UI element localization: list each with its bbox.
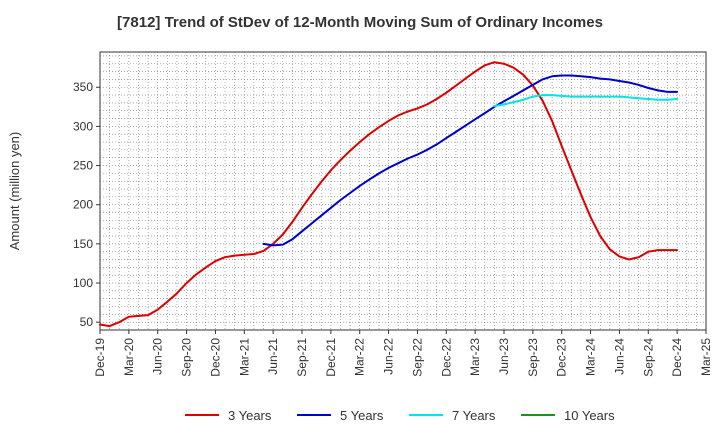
x-axis: Dec-19 Mar-20 Jun-20 Sep-20 Dec-20 Mar-21 Jun-… <box>93 330 713 377</box>
series-line-5-years <box>262 74 679 247</box>
x-tick-label: Mar-21 <box>237 338 251 376</box>
y-tick-label: 200 <box>73 198 93 212</box>
x-tick-label: Mar-23 <box>468 338 482 376</box>
x-tick-label: Jun-23 <box>497 338 511 375</box>
y-tick-label: 250 <box>73 159 93 173</box>
x-tick-label: Jun-22 <box>382 338 396 375</box>
grid-layer <box>100 52 706 330</box>
x-tick-label: Sep-23 <box>526 338 540 377</box>
legend-item: 3 Years <box>185 408 272 423</box>
x-tick-label: Sep-20 <box>180 338 194 377</box>
x-tick-label: Dec-22 <box>439 338 453 377</box>
x-tick-label: Jun-20 <box>151 338 165 375</box>
y-tick-label: 150 <box>73 237 93 251</box>
y-tick-label: 350 <box>73 80 93 94</box>
y-tick-label: 50 <box>80 315 94 329</box>
legend-label: 10 Years <box>564 408 615 423</box>
x-tick-label: Mar-22 <box>353 338 367 376</box>
y-axis-title: Amount (million yen) <box>7 132 22 251</box>
y-tick-label: 300 <box>73 119 93 133</box>
legend-item: 7 Years <box>409 408 496 423</box>
y-tick-label: 100 <box>73 276 93 290</box>
x-tick-label: Dec-21 <box>324 338 338 377</box>
x-tick-label: Sep-24 <box>641 338 655 377</box>
x-tick-label: Dec-23 <box>555 338 569 377</box>
x-tick-label: Mar-20 <box>122 338 136 376</box>
x-tick-label: Dec-20 <box>208 338 222 377</box>
legend-label: 7 Years <box>452 408 496 423</box>
x-tick-label: Mar-24 <box>584 338 598 376</box>
legend-label: 3 Years <box>228 408 272 423</box>
plot-area <box>99 51 707 331</box>
x-tick-label: Sep-21 <box>295 338 309 377</box>
x-tick-label: Jun-21 <box>266 338 280 375</box>
legend-item: 5 Years <box>297 408 384 423</box>
series-layer <box>99 61 679 328</box>
legend: 3 Years 5 Years 7 Years 10 Years <box>185 408 615 423</box>
x-tick-label: Dec-19 <box>93 338 107 377</box>
series-line-3-years <box>99 61 679 328</box>
x-tick-label: Mar-25 <box>699 338 713 376</box>
series-line-7-years <box>493 94 679 107</box>
legend-label: 5 Years <box>340 408 384 423</box>
x-tick-label: Jun-24 <box>612 338 626 375</box>
x-tick-label: Sep-22 <box>410 338 424 377</box>
y-axis: 50 100 150 200 250 300 350 <box>73 80 100 329</box>
x-tick-label: Dec-24 <box>670 338 684 377</box>
chart-title: [7812] Trend of StDev of 12-Month Moving… <box>117 14 603 31</box>
legend-item: 10 Years <box>521 408 615 423</box>
